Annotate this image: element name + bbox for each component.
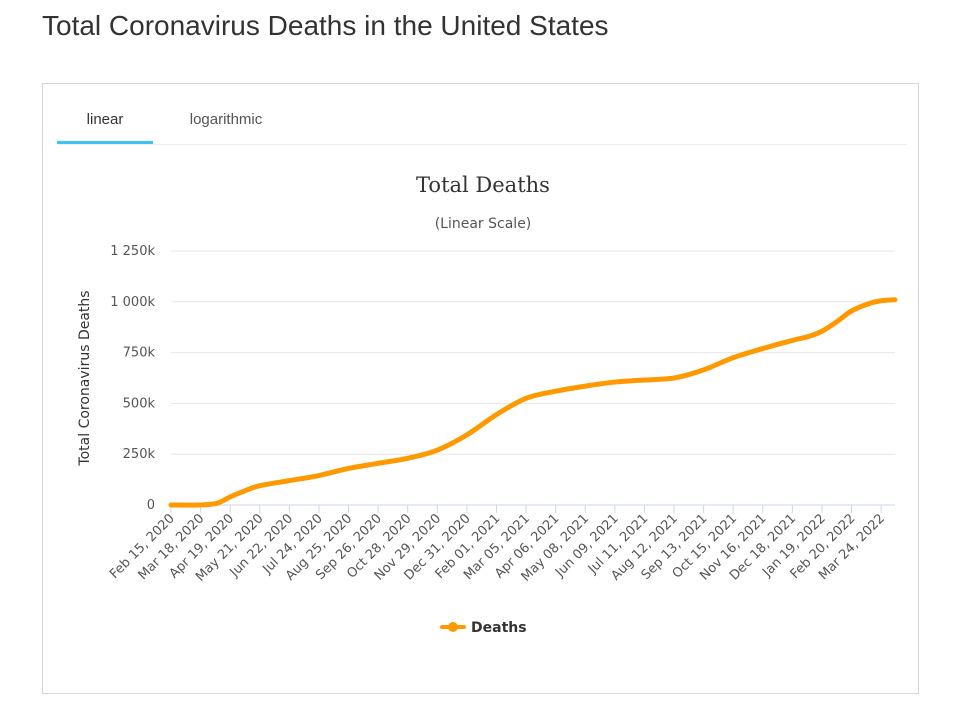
legend-symbol-dot: [448, 622, 458, 632]
series-line-deaths[interactable]: [168, 297, 898, 508]
series-deaths: [168, 297, 898, 508]
chart-subtitle: (Linear Scale): [435, 216, 532, 232]
grid-lines: [171, 250, 895, 455]
chart-title: Total Deaths: [416, 173, 550, 197]
chart-panel: linear logarithmic Total Deaths (Linear …: [42, 83, 919, 694]
chart: Total Deaths (Linear Scale) Total Corona…: [77, 173, 898, 636]
legend[interactable]: Deaths: [440, 620, 527, 636]
y-axis-ticks: 0 250k 500k 750k 1 000k 1 250k: [110, 244, 155, 513]
y-tick-label: 0: [147, 498, 155, 513]
tab-linear[interactable]: linear: [57, 98, 153, 144]
y-tick-label: 1 250k: [110, 244, 155, 259]
scale-tabs: linear logarithmic: [57, 98, 907, 145]
tab-logarithmic[interactable]: logarithmic: [189, 111, 263, 128]
y-tick-label: 250k: [123, 447, 156, 462]
y-tick-label: 1 000k: [110, 295, 155, 310]
y-tick-label: 500k: [123, 396, 156, 411]
y-axis-title: Total Coronavirus Deaths: [77, 290, 93, 466]
page-title: Total Coronavirus Deaths in the United S…: [42, 10, 609, 41]
y-tick-label: 750k: [123, 346, 156, 361]
legend-label-deaths: Deaths: [471, 620, 527, 636]
